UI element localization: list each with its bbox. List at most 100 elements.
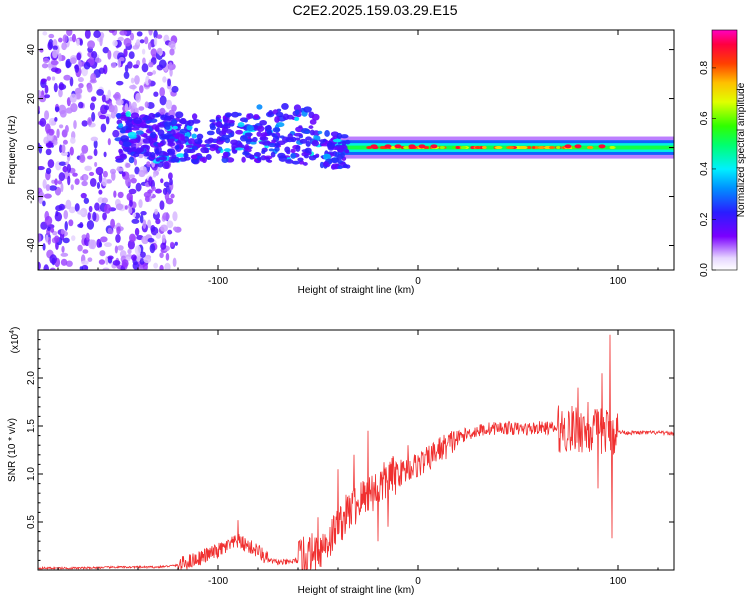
spectrogram-blob [103,203,112,214]
spectrogram-blob [139,85,144,94]
spectrogram-blob [239,135,248,142]
spectrogram-ylabel: Frequency (Hz) [7,116,18,185]
spectrogram-blob [336,132,343,140]
spectrogram-blob [62,165,68,173]
spectrogram-blob [267,131,273,135]
spectrogram-blob [151,186,156,192]
spectrogram-blob [58,53,62,62]
snr-plot-area [38,334,674,570]
spectrogram-blob [38,144,43,154]
spectrogram-blob [275,111,284,118]
spectrogram-y-tick-label: -20 [26,189,37,204]
spectrogram-blob [286,114,294,120]
spectrogram-blob [334,151,339,158]
spectrogram-blob [129,84,137,90]
spectrogram-blob [113,190,117,198]
spectrogram-blob [209,119,216,123]
spectrogram-blob [246,124,255,132]
spectrogram-blob [117,245,124,251]
spectrogram-blob [121,171,126,177]
spectrogram-blob [102,212,107,221]
spectrogram-blob [139,146,145,153]
spectrogram-blob [295,145,301,152]
spectrogram-blob [172,125,178,130]
snr-y-tick-label: 1.5 [26,419,37,433]
spectrogram-blob [42,243,46,251]
spectrogram-blob [168,40,176,49]
spectrogram-blob [177,139,187,145]
spectrogram-blob [107,255,114,260]
spectrogram-blob [107,89,112,99]
spectrogram-blob [215,116,220,122]
spectrogram-blob [117,191,124,199]
spectrogram-blob [132,152,140,158]
spectrogram-blob [317,130,323,135]
spectrogram-blob [79,154,86,163]
spectrogram-blob [284,146,291,153]
spectrogram-blob [218,147,223,151]
spectrogram-blob [45,148,52,156]
spectrogram-blob [50,227,55,233]
spectrogram-blob [302,161,308,166]
spectrogram-blob [148,176,153,187]
spectrogram-blob [74,64,80,73]
spectrogram-blob [68,219,74,227]
spectrogram-blob [45,184,51,192]
spectrogram-blob [44,110,50,120]
spectrogram-blob [246,113,251,120]
spectrogram-blob [155,188,162,194]
spectrogram-blob [96,181,101,189]
spectrogram-blob [133,158,138,166]
spectrogram-blob [166,220,174,229]
spectrogram-blob [124,205,128,210]
spectrogram-blob [52,45,58,51]
spectrogram-blob [141,48,146,55]
spectrogram-blob [120,128,126,134]
spectrogram-blob [81,180,88,187]
spectrogram-blob [167,172,173,180]
colorbar: 0.0 0.2 0.4 0.6 0.8 Normalized spectral ampl… [699,29,747,277]
spectrogram-blob [305,136,312,141]
spectrogram-blob [179,128,188,134]
spectrogram-blob [83,61,91,70]
spectrogram-blob [69,93,77,103]
spectrogram-y-tick-label: 40 [26,44,37,56]
spectrogram-blob [253,152,262,157]
spectrogram-blob [49,267,56,270]
spectrogram-blob [135,182,142,192]
spectrogram-blob [141,235,149,245]
spectrogram-blob [112,129,120,138]
spectrogram-blob [98,173,103,184]
spectrogram-blob [157,129,165,137]
spectrogram-blob [59,144,63,153]
spectrogram-blob [74,178,80,185]
spectrogram-blob [241,156,246,163]
spectrogram-blob [123,37,132,47]
spectrogram-blob [79,39,83,46]
spectrogram-blob [61,144,66,154]
spectrogram-blob [171,118,178,126]
spectrogram-blob [78,101,84,109]
spectrogram-blob [91,111,96,122]
spectrogram-blob [54,235,60,243]
spectrogram-blob [299,138,308,144]
spectrogram-blob [46,76,51,81]
spectrogram-blob [268,109,274,116]
spectrogram-blob [54,212,63,222]
spectrogram-blob [102,46,109,54]
spectrogram-xlabel: Height of straight line (km) [298,285,415,296]
spectrogram-blob [63,74,71,81]
spectrogram-blob [84,30,91,39]
spectrogram-blob [101,94,106,103]
spectrogram-blob [107,227,113,234]
spectrogram-blob [138,265,144,270]
spectrogram-blob [131,101,137,109]
spectrogram-blob [128,147,137,154]
spectrogram-blob [125,111,132,118]
spectrogram-blob [74,203,80,212]
spectrogram-blob [130,32,135,41]
spectrogram-blob [221,156,229,163]
spectrogram-blob [167,138,175,142]
spectrogram-hot-spot [430,144,438,149]
spectrogram-blob [174,145,180,150]
